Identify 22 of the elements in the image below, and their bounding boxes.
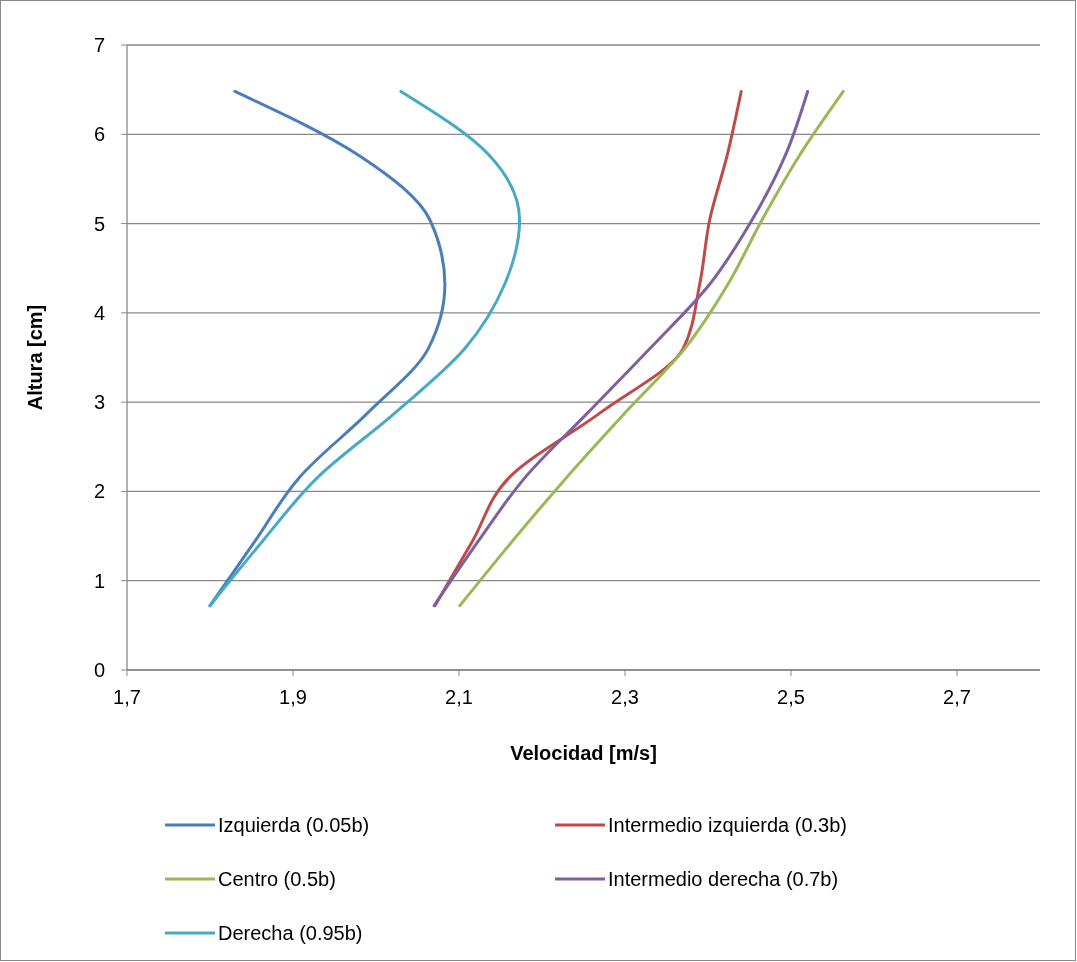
- y-tick-label: 1: [93, 569, 105, 592]
- y-tick-label: 7: [93, 34, 105, 56]
- y-axis-title: Altura [cm]: [24, 304, 46, 411]
- x-tick-label: 2,3: [611, 686, 639, 708]
- y-tick-label: 6: [93, 123, 105, 146]
- x-axis-title: Velocidad [m/s]: [510, 742, 657, 764]
- legend-label: Centro (0.5b): [218, 868, 336, 890]
- x-tick-label: 1,9: [279, 686, 307, 708]
- legend-label: Izquierda (0.05b): [218, 814, 370, 836]
- y-tick-label: 5: [93, 212, 105, 235]
- y-tick-label: 2: [93, 480, 105, 503]
- x-tick-label: 2,7: [943, 686, 971, 708]
- y-tick-label: 0: [93, 659, 105, 681]
- x-tick-label: 2,5: [777, 686, 805, 708]
- x-tick-label: 1,7: [113, 686, 141, 708]
- y-tick-label: 3: [93, 391, 105, 414]
- legend-label: Derecha (0.95b): [218, 922, 363, 944]
- y-tick-label: 4: [93, 301, 105, 324]
- x-tick-label: 2,1: [445, 686, 473, 708]
- legend-label: Intermedio izquierda (0.3b): [608, 814, 848, 836]
- line-series: [208, 89, 522, 608]
- legend-label: Intermedio derecha (0.7b): [608, 868, 839, 890]
